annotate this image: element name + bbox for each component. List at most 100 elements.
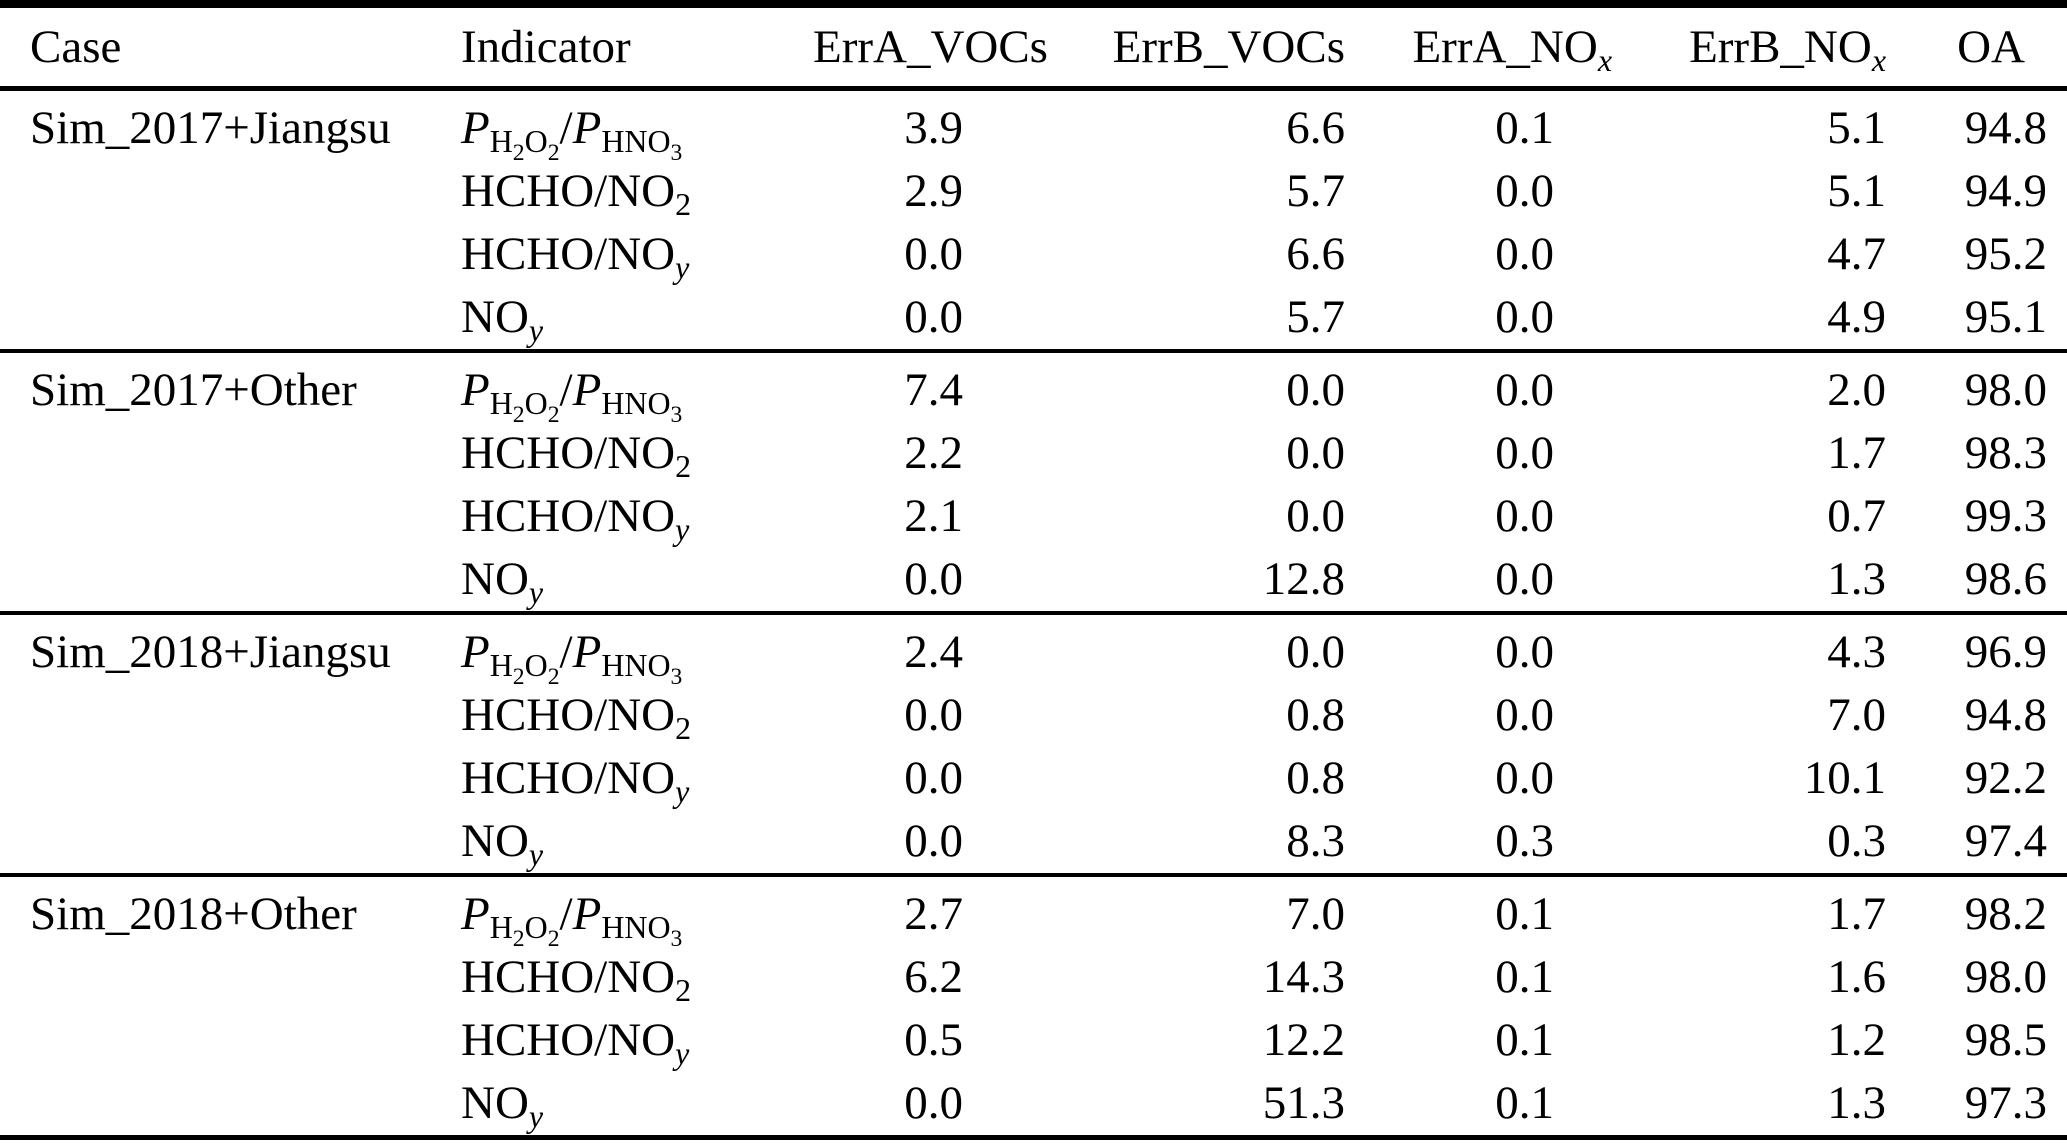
value-cell-oa: 98.2 (1964, 888, 2047, 940)
table-row: NOy 0.0 5.7 0.0 4.9 95.1 (0, 286, 2067, 351)
value-cell-errb_vocs: 51.3 (1262, 1077, 1345, 1129)
indicator-label: PH2O2/PHNO3 (461, 888, 683, 952)
indicator-label: HCHO/NOy (461, 752, 690, 809)
value-cell-errb_nox: 0.7 (1827, 490, 1886, 542)
value-cell-erra_nox: 0.1 (1495, 102, 1554, 154)
column-header-errb_vocs: ErrB_VOCs (1112, 21, 1345, 73)
column-header-erra_nox: ErrA_NOx (1412, 21, 1612, 78)
value-cell-errb_nox: 5.1 (1827, 102, 1886, 154)
indicator-label: PH2O2/PHNO3 (461, 626, 683, 690)
value-cell-errb_vocs: 0.8 (1286, 689, 1345, 741)
case-label-empty (0, 810, 461, 875)
value-cell-errb_vocs: 14.3 (1262, 951, 1345, 1003)
value-cell-errb_nox: 10.1 (1803, 752, 1886, 804)
case-label-empty (0, 160, 461, 223)
case-label: Sim_2017+Jiangsu (30, 102, 391, 154)
value-cell-erra_nox: 0.0 (1495, 490, 1554, 542)
case-label-empty (0, 1072, 461, 1138)
table-row: HCHO/NO2 2.2 0.0 0.0 1.7 98.3 (0, 422, 2067, 485)
value-cell-oa: 98.0 (1964, 364, 2047, 416)
table-row: HCHO/NO2 0.0 0.8 0.0 7.0 94.8 (0, 684, 2067, 747)
value-cell-errb_nox: 1.7 (1827, 888, 1886, 940)
value-cell-errb_vocs: 7.0 (1286, 888, 1345, 940)
value-cell-erra_nox: 0.0 (1495, 364, 1554, 416)
value-cell-oa: 99.3 (1964, 490, 2047, 542)
value-cell-errb_nox: 4.3 (1827, 626, 1886, 678)
table-row: NOy 0.0 51.3 0.1 1.3 97.3 (0, 1072, 2067, 1138)
case-label-empty (0, 548, 461, 613)
case-label: Sim_2018+Jiangsu (30, 626, 391, 678)
indicator-label: NOy (461, 815, 544, 872)
value-cell-oa: 94.9 (1964, 165, 2047, 217)
value-cell-oa: 94.8 (1964, 689, 2047, 741)
case-label: Sim_2018+Other (30, 888, 357, 940)
value-cell-errb_vocs: 0.0 (1286, 626, 1345, 678)
table-row: HCHO/NOy 0.0 0.8 0.0 10.1 92.2 (0, 747, 2067, 810)
column-header-case: Case (30, 21, 122, 73)
table-row: HCHO/NOy 0.0 6.6 0.0 4.7 95.2 (0, 223, 2067, 286)
table-row: Sim_2017+Other PH2O2/PHNO3 7.4 0.0 0.0 2.0 98.… (0, 351, 2067, 426)
value-cell-errb_vocs: 0.8 (1286, 752, 1345, 804)
value-cell-erra_vocs: 0.0 (904, 689, 963, 741)
value-cell-erra_vocs: 0.0 (904, 553, 963, 605)
value-cell-oa: 98.0 (1964, 951, 2047, 1003)
value-cell-errb_vocs: 12.8 (1262, 553, 1345, 605)
value-cell-erra_vocs: 0.0 (904, 752, 963, 804)
value-cell-erra_nox: 0.1 (1495, 888, 1554, 940)
value-cell-oa: 94.8 (1964, 102, 2047, 154)
column-header-oa: OA (1957, 21, 2025, 73)
value-cell-erra_vocs: 0.0 (904, 228, 963, 280)
indicator-label: NOy (461, 1077, 544, 1134)
value-cell-oa: 98.6 (1964, 553, 2047, 605)
value-cell-oa: 98.3 (1964, 427, 2047, 479)
value-cell-errb_nox: 1.3 (1827, 1077, 1886, 1129)
value-cell-oa: 97.4 (1964, 815, 2047, 867)
value-cell-errb_vocs: 6.6 (1286, 228, 1345, 280)
table-row: Sim_2017+Jiangsu PH2O2/PHNO3 3.9 6.6 0.1 5.1 9… (0, 89, 2067, 166)
indicator-label: HCHO/NO2 (461, 689, 692, 746)
value-cell-erra_nox: 0.0 (1495, 752, 1554, 804)
indicator-label: HCHO/NO2 (461, 951, 692, 1008)
value-cell-erra_vocs: 0.0 (904, 1077, 963, 1129)
indicator-label: HCHO/NO2 (461, 165, 692, 222)
value-cell-errb_nox: 1.6 (1827, 951, 1886, 1003)
value-cell-errb_nox: 4.7 (1827, 228, 1886, 280)
case-label-empty (0, 223, 461, 286)
value-cell-errb_vocs: 0.0 (1286, 490, 1345, 542)
indicator-label: HCHO/NOy (461, 228, 690, 285)
value-cell-errb_vocs: 0.0 (1286, 427, 1345, 479)
value-cell-errb_nox: 7.0 (1827, 689, 1886, 741)
value-cell-errb_nox: 1.7 (1827, 427, 1886, 479)
indicator-label: PH2O2/PHNO3 (461, 102, 683, 166)
value-cell-erra_vocs: 3.9 (904, 102, 963, 154)
value-cell-errb_nox: 5.1 (1827, 165, 1886, 217)
value-cell-erra_vocs: 2.1 (904, 490, 963, 542)
indicator-label: HCHO/NOy (461, 490, 690, 547)
value-cell-erra_nox: 0.0 (1495, 626, 1554, 678)
case-label-empty (0, 747, 461, 810)
value-cell-errb_vocs: 5.7 (1286, 165, 1345, 217)
case-label-empty (0, 422, 461, 485)
value-cell-errb_nox: 1.2 (1827, 1014, 1886, 1066)
value-cell-oa: 92.2 (1964, 752, 2047, 804)
value-cell-erra_vocs: 2.9 (904, 165, 963, 217)
value-cell-oa: 95.1 (1964, 291, 2047, 343)
case-label-empty (0, 485, 461, 548)
value-cell-errb_nox: 4.9 (1827, 291, 1886, 343)
value-cell-erra_vocs: 2.7 (904, 888, 963, 940)
table-row: HCHO/NO2 2.9 5.7 0.0 5.1 94.9 (0, 160, 2067, 223)
value-cell-erra_vocs: 0.0 (904, 291, 963, 343)
value-cell-errb_vocs: 6.6 (1286, 102, 1345, 154)
table-row: HCHO/NOy 2.1 0.0 0.0 0.7 99.3 (0, 485, 2067, 548)
value-cell-errb_nox: 0.3 (1827, 815, 1886, 867)
value-cell-oa: 95.2 (1964, 228, 2047, 280)
value-cell-erra_nox: 0.0 (1495, 553, 1554, 605)
value-cell-erra_nox: 0.1 (1495, 1077, 1554, 1129)
indicator-label: HCHO/NO2 (461, 427, 692, 484)
indicator-label: NOy (461, 291, 544, 348)
table-row: HCHO/NO2 6.2 14.3 0.1 1.6 98.0 (0, 946, 2067, 1009)
value-cell-erra_nox: 0.0 (1495, 228, 1554, 280)
case-label-empty (0, 946, 461, 1009)
